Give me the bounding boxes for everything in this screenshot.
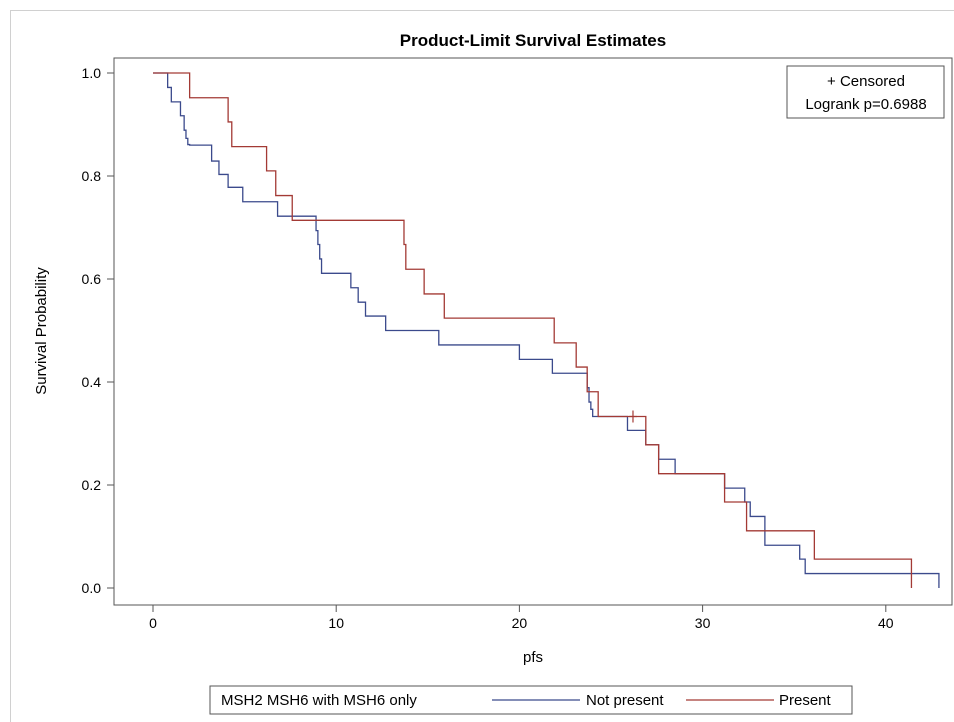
- legend: MSH2 MSH6 with MSH6 only Not present Pre…: [209, 685, 853, 715]
- legend-label-present: Present: [779, 692, 832, 709]
- chart-title: Product-Limit Survival Estimates: [400, 31, 666, 50]
- y-tick-label: 0.0: [82, 580, 102, 596]
- x-tick-label: 20: [512, 615, 528, 631]
- survival-curve-not-present: [153, 72, 940, 588]
- plot-area: [113, 57, 953, 606]
- inset-frame: [786, 65, 945, 119]
- y-tick-label: 0.6: [82, 271, 102, 287]
- x-axis: 0 10 20 30 40: [149, 605, 894, 631]
- censored-label: + Censored: [827, 73, 905, 90]
- y-tick-label: 1.0: [82, 65, 102, 81]
- y-tick-label: 0.2: [82, 477, 102, 493]
- x-tick-label: 40: [878, 615, 894, 631]
- x-axis-label: pfs: [523, 649, 543, 666]
- legend-label-not-present: Not present: [586, 692, 664, 709]
- y-tick-label: 0.4: [82, 374, 102, 390]
- y-tick-label: 0.8: [82, 168, 102, 184]
- survival-curves: [153, 72, 940, 588]
- x-tick-label: 10: [328, 615, 344, 631]
- y-axis-label: Survival Probability: [33, 267, 50, 395]
- y-axis: 0.0 0.2 0.4 0.6 0.8 1.0: [82, 65, 114, 596]
- x-tick-label: 0: [149, 615, 157, 631]
- chart-frame: [10, 10, 954, 722]
- x-tick-label: 30: [695, 615, 711, 631]
- inset-box: + Censored Logrank p=0.6988: [786, 65, 945, 119]
- legend-title: MSH2 MSH6 with MSH6 only: [221, 692, 417, 709]
- survival-curve-present: [153, 72, 913, 588]
- logrank-label: Logrank p=0.6988: [805, 96, 926, 113]
